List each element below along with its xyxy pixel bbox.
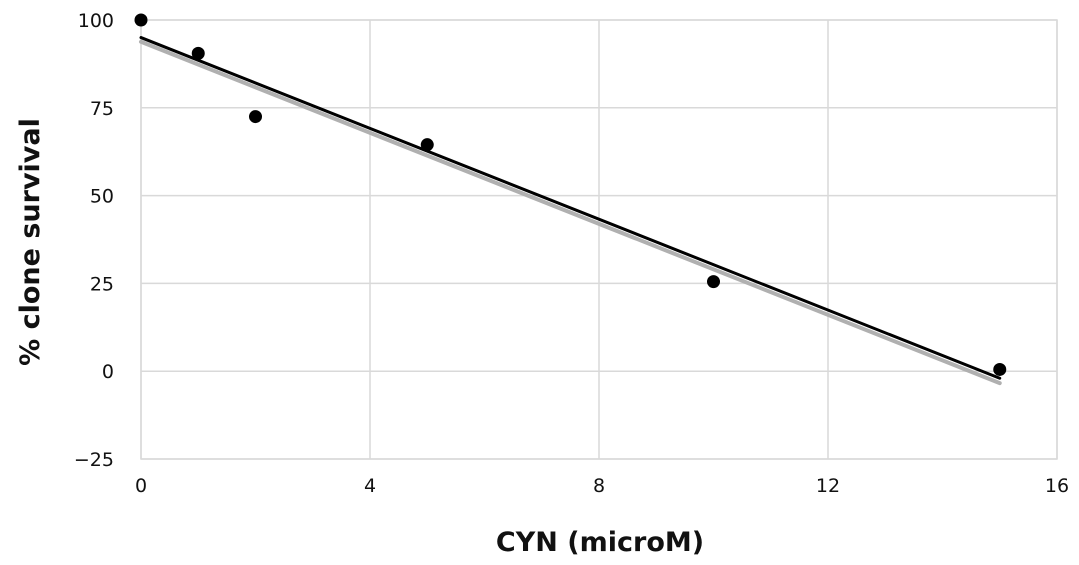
y-axis-ticks: −25 0 25 50 75 100 [74,10,114,471]
data-point [249,110,262,124]
x-axis-ticks: 0 4 8 12 16 [135,475,1069,497]
x-tick-label: 12 [816,475,840,497]
x-tick-label: 4 [364,475,376,497]
trendlines [139,36,1002,386]
data-points [134,13,1007,376]
y-tick-label: 75 [90,98,114,120]
y-tick-label: 25 [90,273,114,295]
data-point [993,362,1007,376]
trendline-shadow [139,39,1002,386]
x-tick-label: 0 [135,475,147,497]
trendline [139,36,1002,380]
data-point [134,13,148,27]
data-point [707,275,720,289]
x-axis-title: CYN (microM) [496,527,704,558]
data-point [191,46,205,60]
grid [140,19,1058,460]
y-axis-title: % clone survival [15,118,46,366]
x-tick-label: 16 [1045,475,1069,497]
data-point [420,138,434,152]
y-tick-label: 100 [78,10,114,32]
y-tick-label: 50 [90,186,114,208]
y-tick-label: 0 [102,361,114,383]
x-tick-label: 8 [593,475,605,497]
y-tick-label: −25 [74,449,114,471]
